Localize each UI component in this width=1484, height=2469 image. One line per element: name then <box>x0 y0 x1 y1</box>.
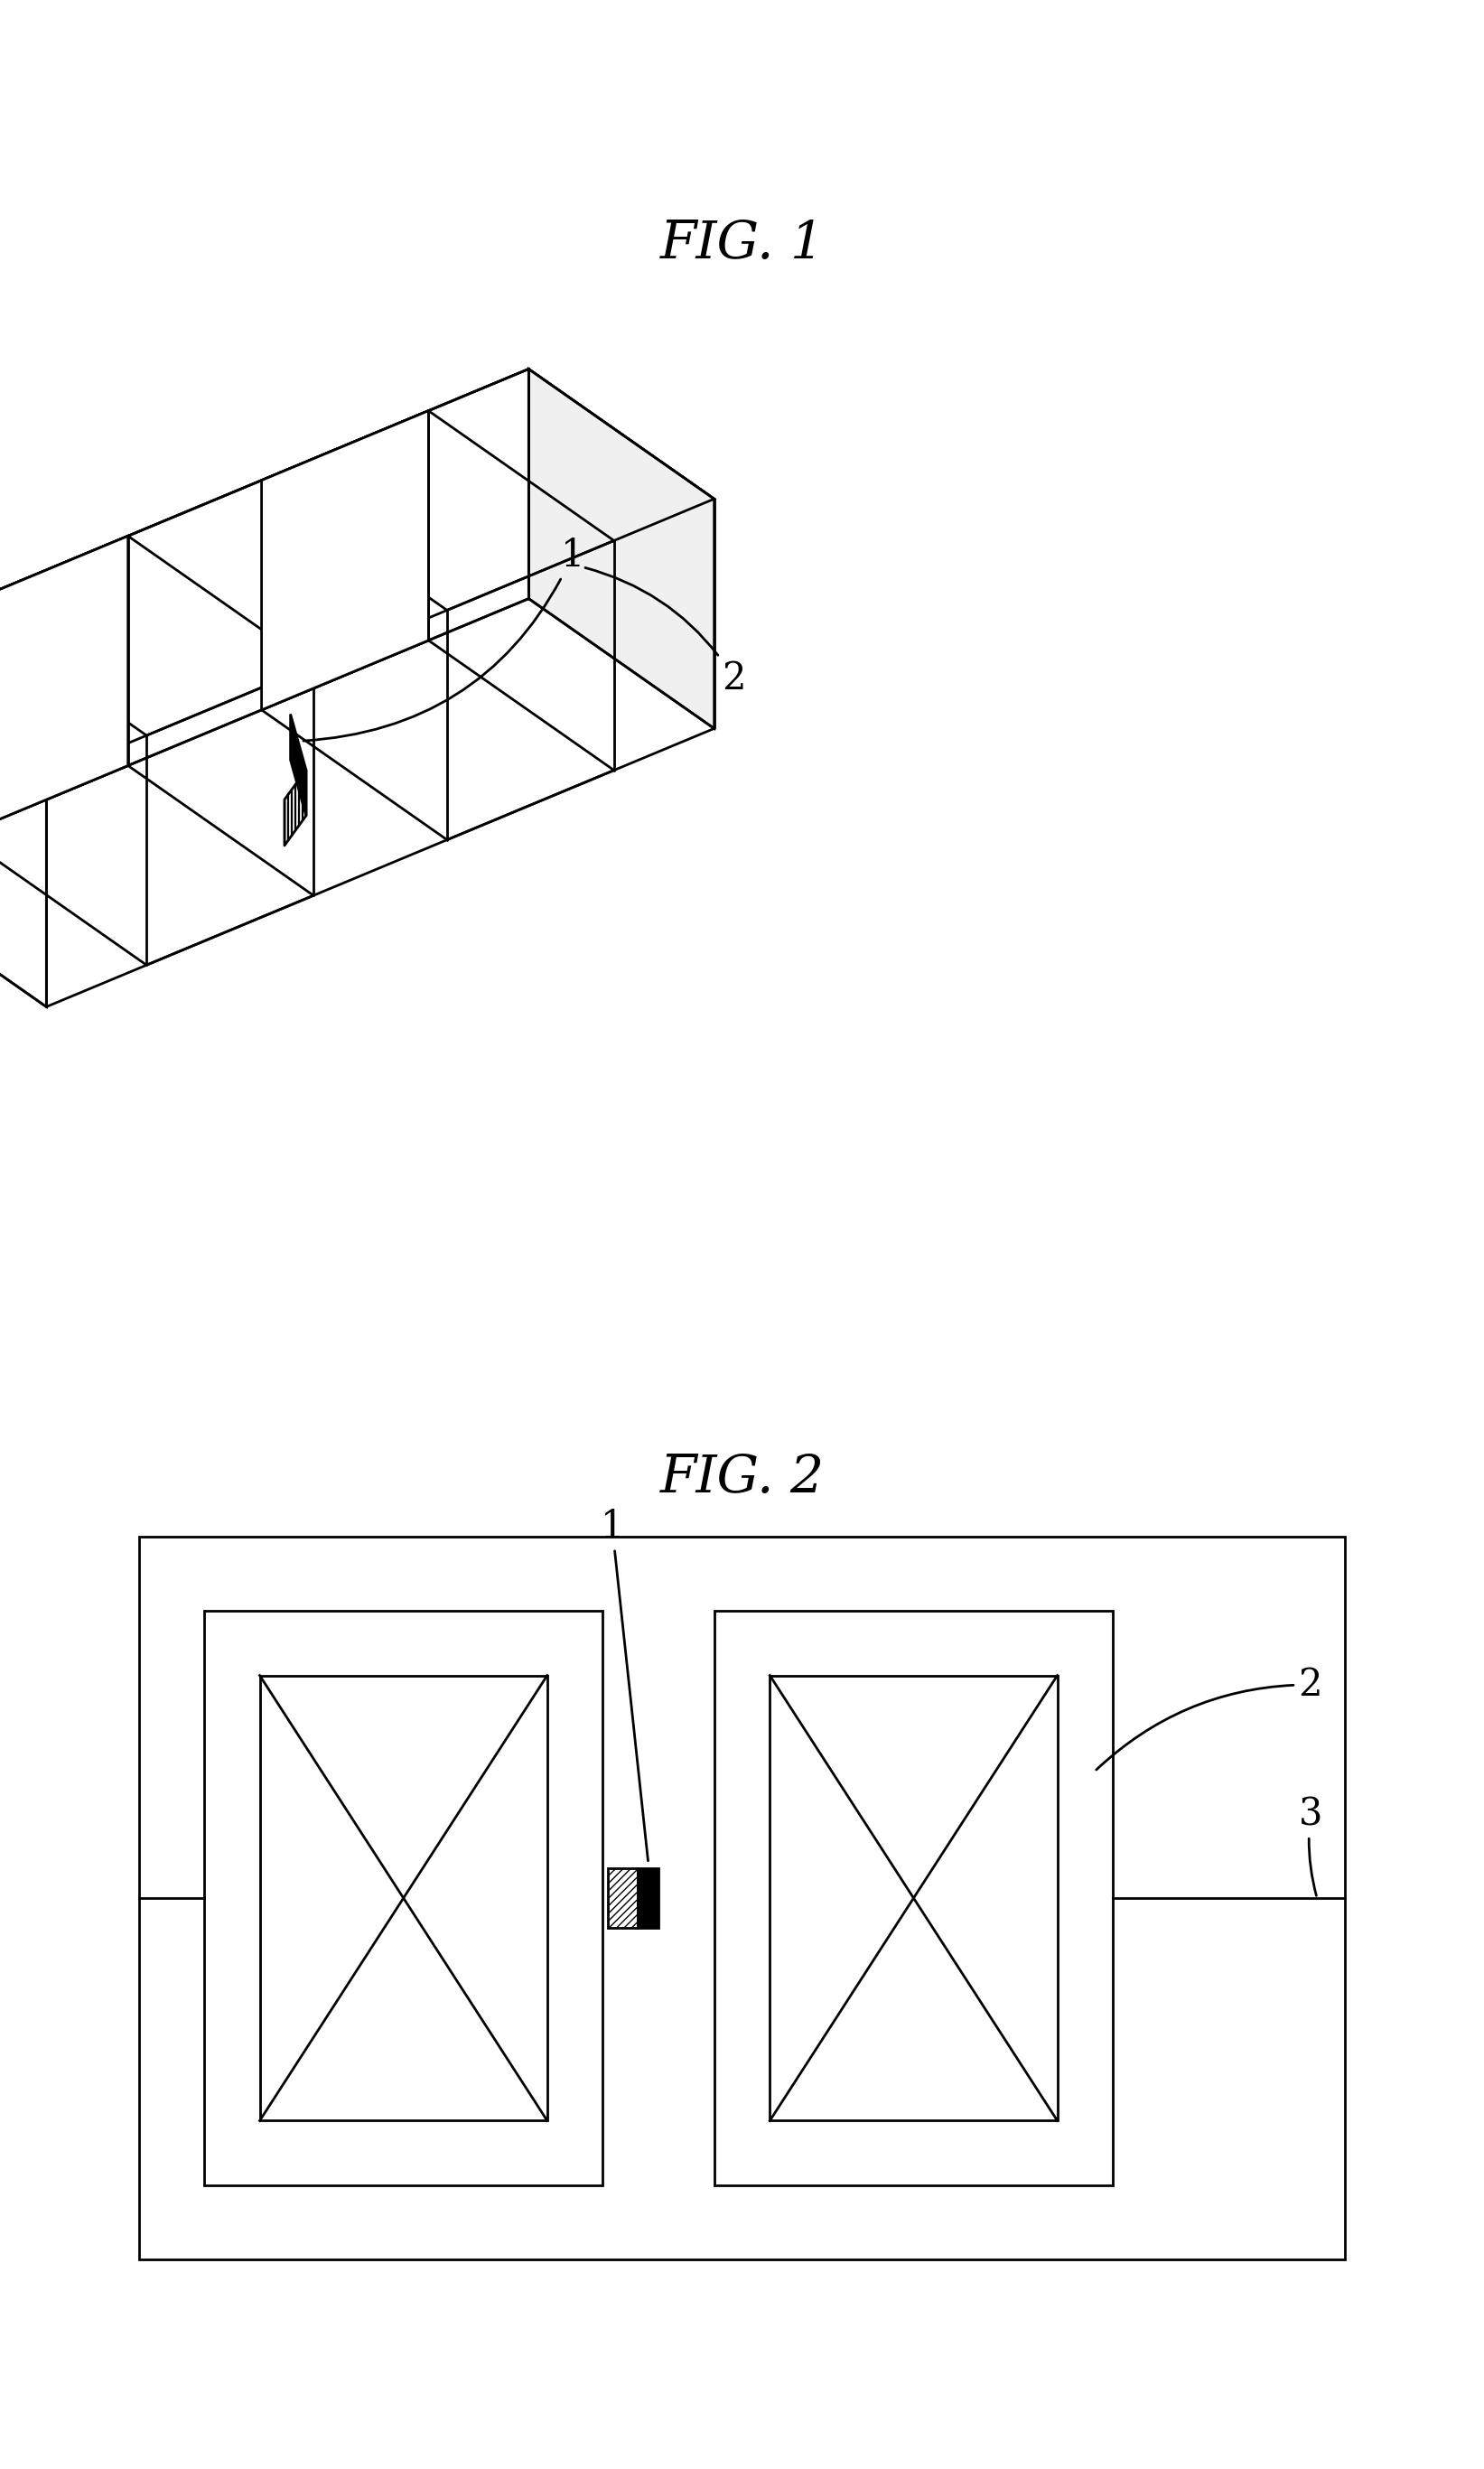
Polygon shape <box>0 536 128 835</box>
Text: FIG. 1: FIG. 1 <box>660 217 824 269</box>
Text: 2: 2 <box>585 568 746 696</box>
Bar <box>607 1869 638 1928</box>
Text: 3: 3 <box>1298 1795 1322 1896</box>
Text: 1: 1 <box>600 1509 649 1862</box>
Polygon shape <box>0 368 528 876</box>
Text: FIG. 2: FIG. 2 <box>660 1452 824 1504</box>
Polygon shape <box>291 714 306 815</box>
FancyBboxPatch shape <box>139 1536 1345 2259</box>
Polygon shape <box>0 647 46 1007</box>
Polygon shape <box>285 770 306 844</box>
Text: 2: 2 <box>1097 1667 1322 1770</box>
Bar <box>770 1676 1057 2121</box>
Polygon shape <box>0 368 714 778</box>
Bar <box>638 1869 659 1928</box>
Text: 1: 1 <box>303 536 585 741</box>
Polygon shape <box>528 368 714 728</box>
Bar <box>714 1610 1113 2185</box>
Bar <box>205 1610 603 2185</box>
Bar <box>260 1676 548 2121</box>
Polygon shape <box>261 410 429 711</box>
